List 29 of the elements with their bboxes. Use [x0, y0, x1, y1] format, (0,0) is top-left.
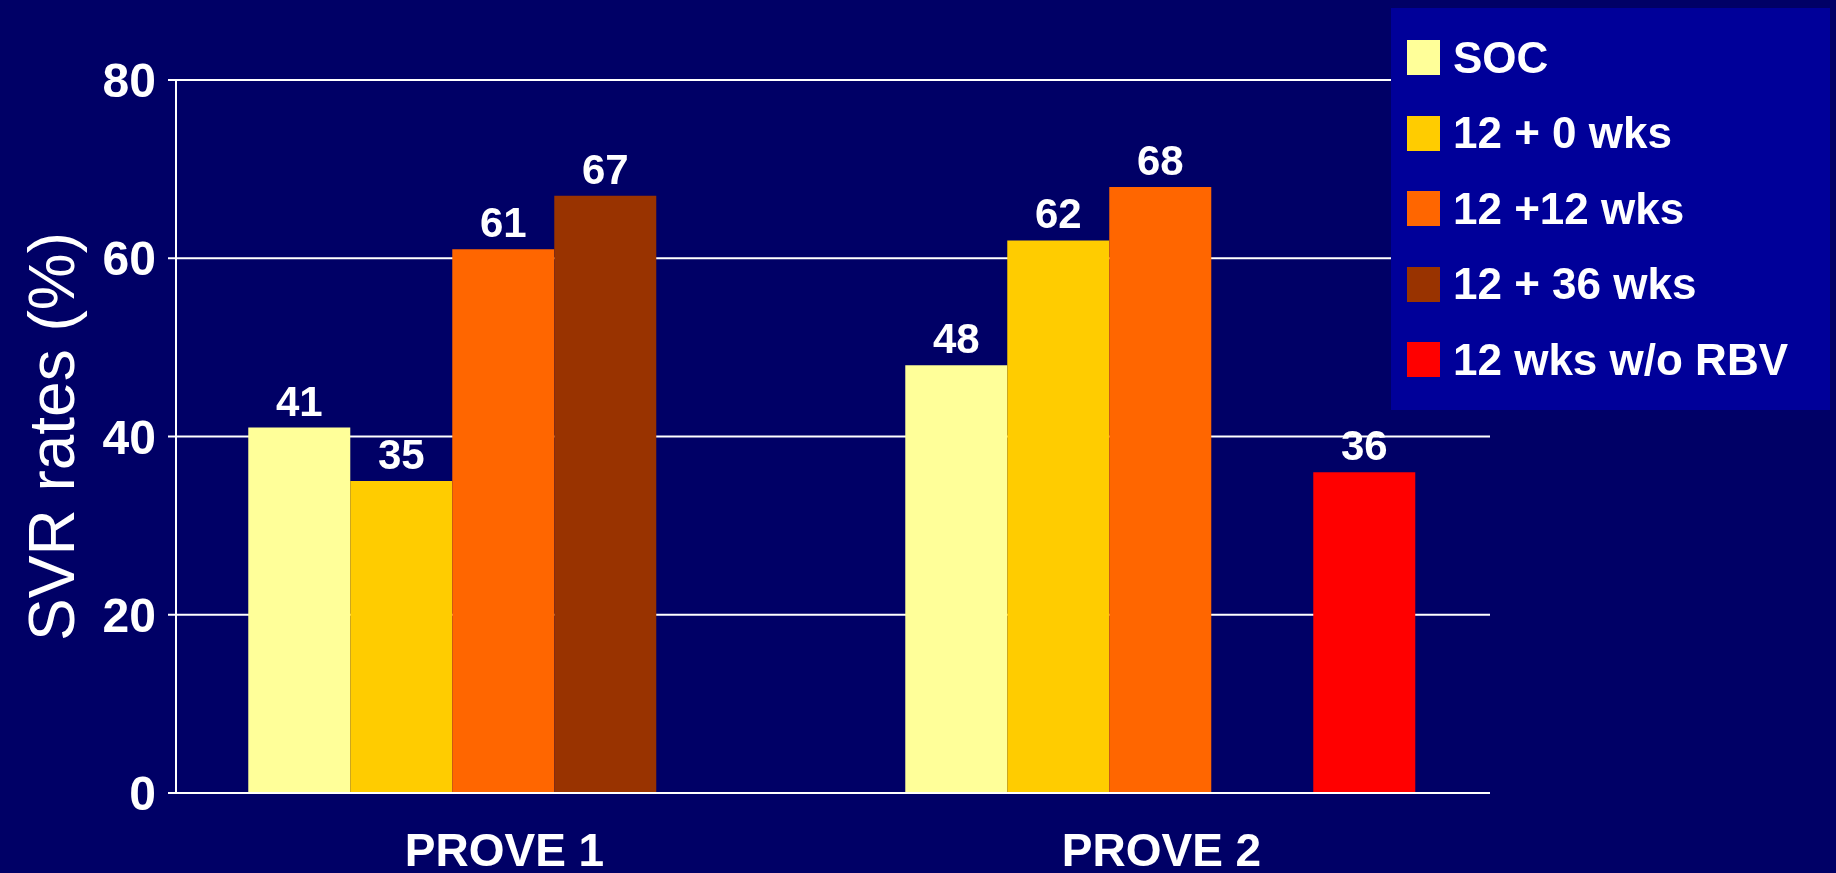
data-label: 48	[932, 315, 980, 363]
legend-label: 12 + 36 wks	[1453, 259, 1697, 309]
data-label: 68	[1136, 136, 1184, 184]
data-label: 36	[1340, 422, 1388, 470]
data-label: 62	[1034, 190, 1082, 238]
bar	[554, 195, 657, 793]
legend-label: 12 + 0 wks	[1453, 108, 1672, 158]
data-label: 61	[479, 199, 527, 247]
y-tick-label: 40	[102, 410, 156, 464]
bar	[452, 249, 555, 793]
y-tick-label: 0	[129, 767, 156, 821]
bar	[1313, 472, 1416, 793]
y-tick-label: 20	[102, 588, 156, 642]
y-tick-label: 60	[102, 232, 156, 286]
legend-label: 12 +12 wks	[1453, 183, 1685, 233]
legend-label: SOC	[1453, 32, 1549, 82]
data-label: 35	[377, 431, 425, 479]
x-tick-label: PROVE 2	[1061, 823, 1262, 873]
legend-label: 12 wks w/o RBV	[1453, 334, 1789, 384]
data-label: 41	[275, 377, 323, 425]
bar	[1007, 240, 1110, 793]
data-label: 67	[581, 145, 629, 193]
bar	[248, 427, 351, 793]
y-axis-title: SVR rates (%)	[16, 232, 88, 641]
x-tick-label: PROVE 1	[404, 823, 605, 873]
y-tick-label: 80	[102, 54, 156, 108]
bar	[905, 365, 1008, 793]
bar	[350, 481, 453, 793]
bar	[1109, 186, 1212, 793]
